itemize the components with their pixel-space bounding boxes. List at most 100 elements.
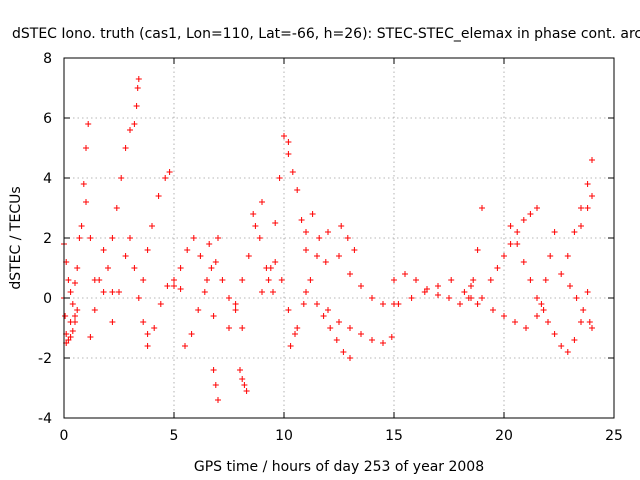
data-point bbox=[67, 334, 74, 340]
data-point bbox=[294, 187, 301, 193]
data-point bbox=[140, 319, 147, 325]
data-point bbox=[527, 277, 534, 283]
data-point bbox=[380, 340, 386, 346]
data-point bbox=[239, 376, 246, 382]
data-point bbox=[256, 235, 263, 241]
data-point bbox=[325, 307, 331, 313]
data-point bbox=[265, 277, 272, 283]
data-point bbox=[501, 253, 507, 259]
data-point bbox=[131, 121, 138, 127]
data-point bbox=[558, 343, 565, 349]
data-point bbox=[435, 292, 441, 298]
x-tick-label: 15 bbox=[385, 428, 403, 444]
data-point bbox=[547, 253, 554, 259]
data-point bbox=[421, 289, 428, 295]
data-point bbox=[239, 277, 246, 283]
x-axis-label: GPS time / hours of day 253 of year 2008 bbox=[194, 459, 484, 475]
data-point bbox=[578, 319, 584, 325]
data-point bbox=[131, 265, 138, 271]
y-tick-label: 4 bbox=[43, 171, 52, 187]
data-point bbox=[109, 319, 116, 325]
data-point bbox=[285, 151, 292, 157]
data-point bbox=[62, 313, 69, 319]
data-point bbox=[171, 277, 177, 283]
data-point bbox=[164, 283, 171, 289]
data-point bbox=[520, 259, 527, 265]
data-point bbox=[333, 337, 340, 343]
y-tick-label: 6 bbox=[43, 111, 52, 127]
data-point bbox=[65, 277, 72, 283]
data-point bbox=[564, 253, 571, 259]
data-point bbox=[135, 76, 142, 82]
data-point bbox=[118, 175, 125, 181]
y-tick-label: 8 bbox=[43, 51, 52, 67]
data-point bbox=[155, 193, 162, 199]
data-point bbox=[474, 247, 481, 253]
data-point bbox=[144, 247, 151, 253]
data-point bbox=[78, 223, 85, 229]
data-point bbox=[578, 205, 584, 211]
data-point bbox=[523, 325, 529, 331]
data-point bbox=[388, 334, 395, 340]
data-point bbox=[116, 289, 122, 295]
data-point bbox=[250, 211, 257, 217]
data-point bbox=[584, 289, 591, 295]
data-point bbox=[87, 334, 94, 340]
x-tick-label: 25 bbox=[605, 428, 623, 444]
data-point bbox=[470, 277, 477, 283]
data-point bbox=[100, 289, 107, 295]
data-point bbox=[487, 277, 494, 283]
data-point bbox=[448, 277, 455, 283]
data-point bbox=[74, 265, 81, 271]
data-point bbox=[109, 289, 116, 295]
data-point bbox=[215, 235, 221, 241]
data-point bbox=[69, 328, 76, 334]
grid-lines bbox=[64, 58, 614, 418]
data-point bbox=[336, 253, 342, 259]
data-point bbox=[289, 169, 296, 175]
data-point bbox=[514, 241, 521, 247]
data-point bbox=[300, 301, 307, 307]
data-point bbox=[140, 277, 147, 283]
x-tick-label: 20 bbox=[495, 428, 513, 444]
data-point bbox=[232, 307, 239, 313]
data-point bbox=[243, 388, 250, 394]
data-point bbox=[215, 397, 221, 403]
data-point bbox=[285, 139, 292, 145]
data-point bbox=[461, 289, 468, 295]
data-point bbox=[479, 295, 485, 301]
data-point bbox=[369, 295, 375, 301]
data-point bbox=[67, 289, 74, 295]
data-point bbox=[208, 265, 215, 271]
data-point bbox=[83, 199, 89, 205]
data-point bbox=[340, 349, 347, 355]
data-point bbox=[245, 253, 252, 259]
data-point bbox=[80, 181, 87, 187]
data-point bbox=[127, 127, 133, 133]
data-point bbox=[589, 157, 595, 163]
data-point bbox=[347, 271, 353, 277]
data-point bbox=[465, 295, 472, 301]
data-point bbox=[534, 313, 540, 319]
data-point bbox=[182, 343, 188, 349]
data-points bbox=[61, 76, 595, 403]
data-point bbox=[307, 277, 314, 283]
data-point bbox=[188, 331, 195, 337]
data-point bbox=[584, 181, 591, 187]
data-point bbox=[303, 289, 309, 295]
data-point bbox=[72, 280, 78, 286]
data-point bbox=[520, 217, 527, 223]
data-point bbox=[171, 283, 177, 289]
chart-title: dSTEC Iono. truth (cas1, Lon=110, Lat=-6… bbox=[12, 26, 640, 42]
data-point bbox=[567, 283, 573, 289]
data-point bbox=[184, 247, 191, 253]
data-point bbox=[83, 145, 89, 151]
data-point bbox=[309, 211, 316, 217]
data-point bbox=[534, 295, 540, 301]
data-point bbox=[314, 301, 320, 307]
data-point bbox=[105, 265, 111, 271]
data-point bbox=[369, 337, 375, 343]
data-point bbox=[204, 277, 210, 283]
data-point bbox=[177, 286, 184, 292]
data-point bbox=[157, 301, 164, 307]
